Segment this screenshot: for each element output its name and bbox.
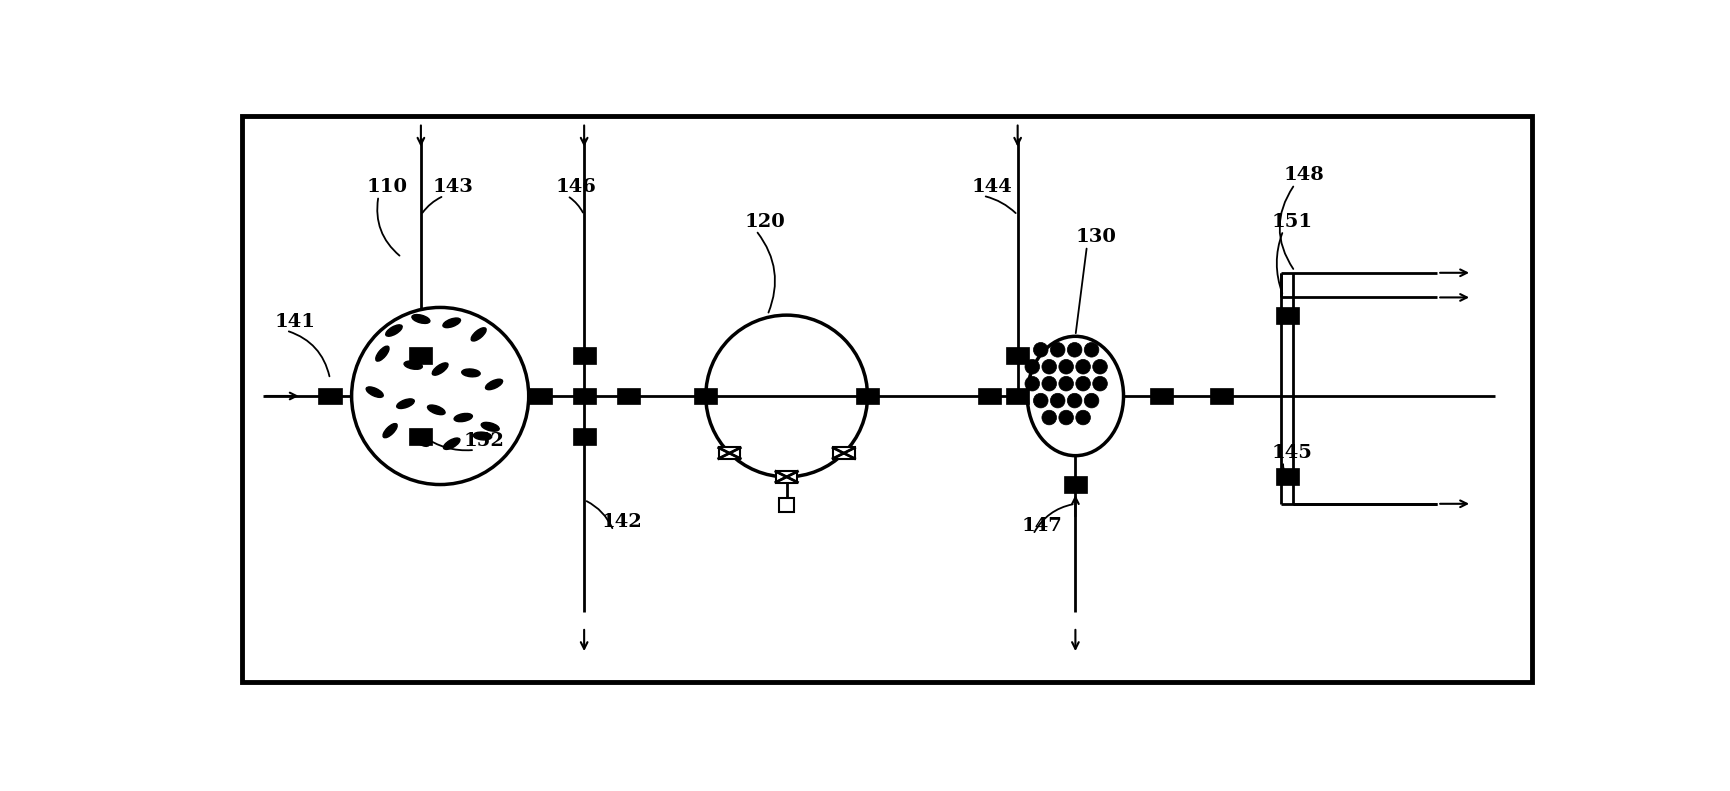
Bar xyxy=(775,471,798,483)
Circle shape xyxy=(351,308,528,485)
Circle shape xyxy=(1059,359,1073,374)
Circle shape xyxy=(1050,393,1064,408)
Bar xyxy=(1275,307,1298,324)
Ellipse shape xyxy=(484,379,502,390)
Circle shape xyxy=(1050,343,1064,357)
Text: 141: 141 xyxy=(275,312,315,331)
Bar xyxy=(1275,468,1298,486)
Bar xyxy=(1005,347,1029,365)
Circle shape xyxy=(1041,377,1055,391)
Text: 110: 110 xyxy=(367,178,408,196)
Circle shape xyxy=(1067,393,1081,408)
Ellipse shape xyxy=(443,438,460,449)
Bar xyxy=(573,347,595,365)
Ellipse shape xyxy=(375,346,389,361)
Circle shape xyxy=(1033,393,1047,408)
Bar xyxy=(832,447,855,459)
Ellipse shape xyxy=(472,432,491,440)
Bar xyxy=(778,498,794,513)
Ellipse shape xyxy=(462,369,479,377)
Circle shape xyxy=(1033,343,1047,357)
Bar xyxy=(408,428,432,445)
Circle shape xyxy=(1083,393,1099,408)
Ellipse shape xyxy=(481,422,498,431)
Ellipse shape xyxy=(443,318,460,327)
Ellipse shape xyxy=(396,399,413,408)
Text: 146: 146 xyxy=(555,178,597,196)
Circle shape xyxy=(1092,377,1107,391)
Circle shape xyxy=(1059,411,1073,425)
Text: 130: 130 xyxy=(1074,228,1116,246)
Text: 120: 120 xyxy=(744,213,785,231)
Text: 151: 151 xyxy=(1272,213,1311,231)
Text: 145: 145 xyxy=(1272,444,1311,462)
Text: 142: 142 xyxy=(602,513,642,531)
Ellipse shape xyxy=(453,414,472,422)
Text: 143: 143 xyxy=(432,178,472,196)
Bar xyxy=(1064,476,1086,494)
Bar xyxy=(718,447,740,459)
Circle shape xyxy=(1074,359,1090,374)
Bar xyxy=(855,388,879,404)
Circle shape xyxy=(1092,359,1107,374)
Ellipse shape xyxy=(403,361,422,369)
Bar xyxy=(573,428,595,445)
Text: 147: 147 xyxy=(1021,517,1062,535)
Text: 152: 152 xyxy=(464,432,503,450)
Bar xyxy=(318,388,341,404)
Circle shape xyxy=(1067,343,1081,357)
Ellipse shape xyxy=(412,315,429,324)
Ellipse shape xyxy=(432,363,448,375)
Circle shape xyxy=(1074,411,1090,425)
Ellipse shape xyxy=(427,405,445,414)
Ellipse shape xyxy=(382,423,396,437)
Bar xyxy=(1005,388,1029,404)
Bar xyxy=(1149,388,1173,404)
Text: 148: 148 xyxy=(1282,166,1323,184)
Bar xyxy=(694,388,716,404)
Circle shape xyxy=(1041,359,1055,374)
Circle shape xyxy=(1074,377,1090,391)
Bar xyxy=(528,388,552,404)
Ellipse shape xyxy=(367,387,382,397)
Ellipse shape xyxy=(471,327,486,341)
Ellipse shape xyxy=(386,325,401,336)
Circle shape xyxy=(1083,343,1099,357)
Ellipse shape xyxy=(412,435,429,446)
Text: 144: 144 xyxy=(971,178,1012,196)
Bar xyxy=(1209,388,1232,404)
Bar xyxy=(573,388,595,404)
Bar xyxy=(408,347,432,365)
Circle shape xyxy=(1059,377,1073,391)
Ellipse shape xyxy=(1026,336,1123,456)
Bar xyxy=(618,388,640,404)
Circle shape xyxy=(1024,377,1040,391)
Bar xyxy=(977,388,1000,404)
Circle shape xyxy=(1041,411,1055,425)
Circle shape xyxy=(1024,359,1040,374)
